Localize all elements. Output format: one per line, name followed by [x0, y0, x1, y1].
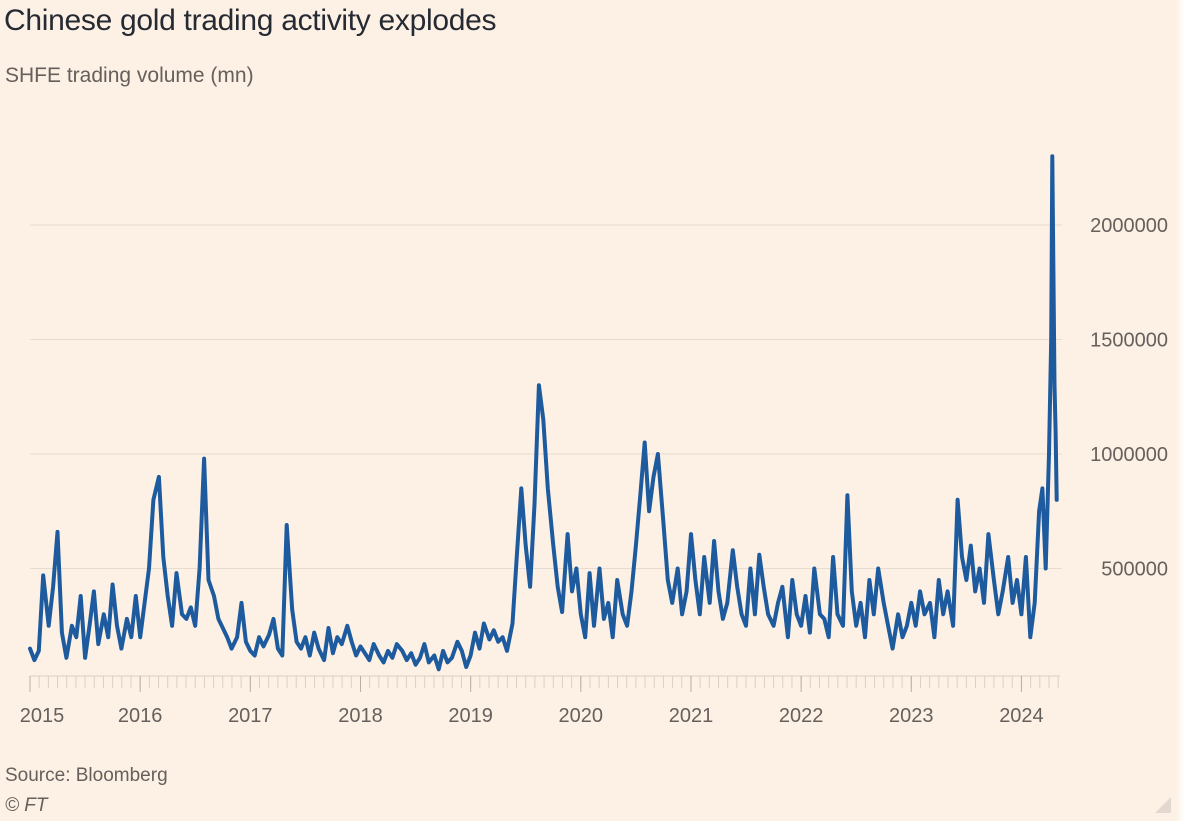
y-tick-label: 1500000	[1090, 330, 1168, 352]
x-tick-label: 2021	[669, 705, 714, 727]
x-tick-label: 2016	[118, 705, 163, 727]
line-chart: 500000 1000000 1500000 2000000 2015 2016 2017…	[20, 154, 1168, 727]
chart-title: Chinese gold trading activity explodes	[4, 4, 497, 37]
y-tick-label: 500000	[1101, 559, 1168, 581]
x-tick-label: 2017	[228, 705, 273, 727]
x-tick-label: 2023	[889, 705, 934, 727]
y-tick-label: 1000000	[1090, 444, 1168, 466]
x-tick-label: 2022	[779, 705, 824, 727]
x-tick-label: 2015	[20, 705, 65, 727]
series-line	[28, 154, 1059, 672]
chart-subtitle: SHFE trading volume (mn)	[5, 64, 254, 87]
x-tick-label: 2024	[999, 705, 1044, 727]
resize-handle-icon	[1155, 797, 1171, 813]
y-tick-label: 2000000	[1090, 215, 1168, 237]
x-axis: 2015 2016 2017 2018 2019 2020 2021 2022 2023 2024	[20, 675, 1060, 727]
y-axis-tick-labels: 500000 1000000 1500000 2000000	[1090, 215, 1168, 581]
x-tick-label: 2018	[338, 705, 383, 727]
right-edge-fade	[1176, 0, 1185, 821]
series-layer	[28, 154, 1059, 672]
source-note: Source: Bloomberg	[5, 765, 168, 786]
copyright-note: © FT	[5, 795, 48, 816]
x-tick-label: 2020	[559, 705, 604, 727]
x-tick-label: 2019	[448, 705, 493, 727]
grid-lines	[30, 224, 1062, 569]
